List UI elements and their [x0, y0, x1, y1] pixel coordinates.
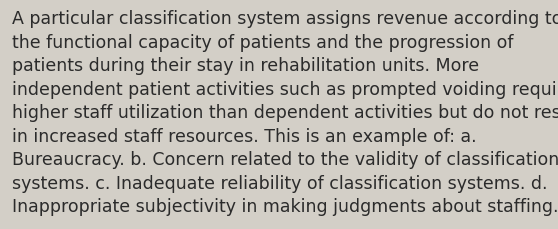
Text: in increased staff resources. This is an example of: a.: in increased staff resources. This is an…: [12, 127, 477, 145]
Text: A particular classification system assigns revenue according to: A particular classification system assig…: [12, 10, 558, 28]
Text: the functional capacity of patients and the progression of: the functional capacity of patients and …: [12, 34, 514, 52]
Text: Bureaucracy. b. Concern related to the validity of classification: Bureaucracy. b. Concern related to the v…: [12, 150, 558, 168]
Text: higher staff utilization than dependent activities but do not result: higher staff utilization than dependent …: [12, 104, 558, 122]
Text: patients during their stay in rehabilitation units. More: patients during their stay in rehabilita…: [12, 57, 479, 75]
Text: systems. c. Inadequate reliability of classification systems. d.: systems. c. Inadequate reliability of cl…: [12, 174, 548, 192]
Text: independent patient activities such as prompted voiding require: independent patient activities such as p…: [12, 80, 558, 98]
Text: Inappropriate subjectivity in making judgments about staffing.: Inappropriate subjectivity in making jud…: [12, 197, 558, 215]
